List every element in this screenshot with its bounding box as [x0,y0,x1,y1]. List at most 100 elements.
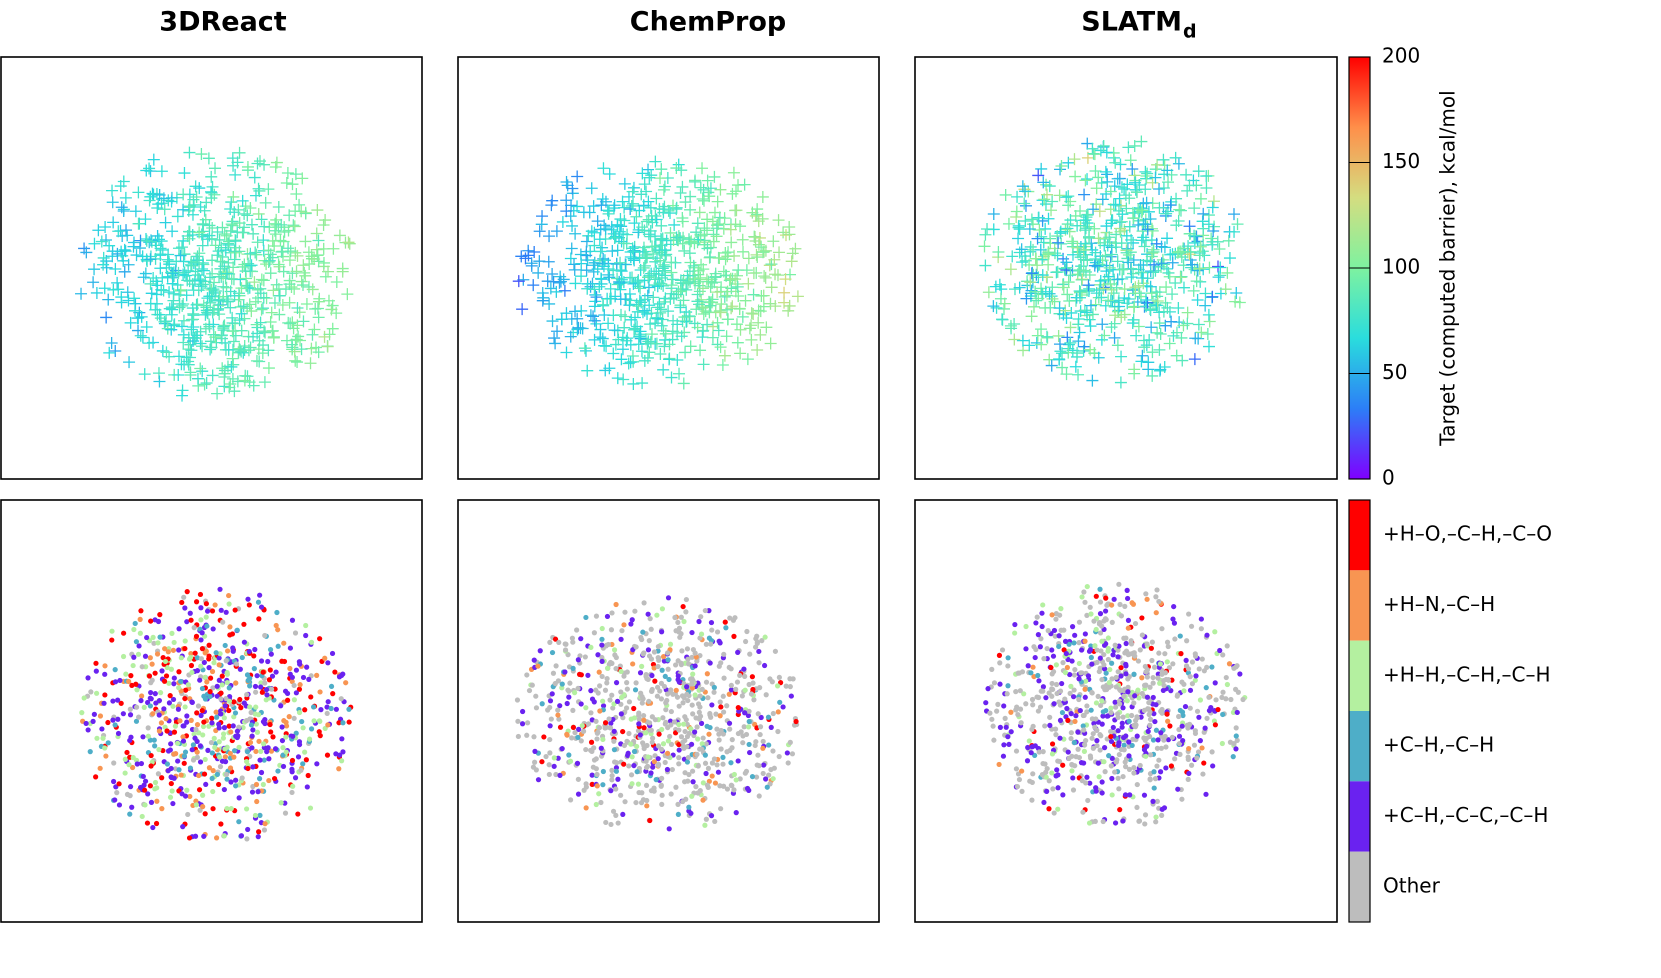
scatter-point [144,634,150,641]
colorbar-tick-label: 100 [1382,255,1420,279]
scatter-point [94,735,100,741]
scatter-point [1016,670,1022,676]
scatter-point [556,639,562,645]
scatter-point [210,768,216,774]
scatter-point [989,716,995,722]
scatter-point [336,265,349,278]
panel-frame-bottom-slatm [914,499,1338,923]
scatter-point [199,322,212,335]
scatter-point [239,200,252,213]
scatter-point [1023,339,1036,352]
scatter-point [1122,650,1128,656]
scatter-point [737,672,743,678]
scatter-point [1023,646,1029,652]
scatter-point [1084,612,1090,619]
scatter-point [740,264,753,277]
scatter-point [213,233,226,246]
scatter-point [1209,749,1215,755]
scatter-point [1224,643,1230,649]
scatter-point [1132,724,1139,730]
scatter-point [346,719,352,725]
scatter-point [1102,745,1108,751]
scatter-point [547,698,554,704]
scatter-point [649,672,655,679]
scatter-point [618,792,624,798]
scatter-point [1088,643,1094,649]
scatter-point [1147,722,1153,728]
scatter-point [1027,218,1040,231]
scatter-point [720,303,733,316]
scatter-point [1087,753,1093,759]
scatter-point [635,188,648,201]
scatter-point [1012,232,1025,245]
scatter-point [1050,686,1056,693]
scatter-point [1056,347,1069,360]
scatter-point [247,227,260,240]
scatter-point [1106,684,1112,690]
scatter-point [641,713,647,719]
scatter-point [1207,195,1220,208]
scatter-point [1102,270,1115,283]
scatter-point [310,227,323,240]
scatter-point [769,300,782,313]
scatter-point [747,308,760,321]
scatter-point [697,263,710,276]
scatter-point [1187,721,1193,727]
scatter-point [1102,294,1115,307]
scatter-point [193,599,200,605]
scatter-point [1098,702,1104,709]
scatter-point [1109,602,1115,608]
scatter-point [606,716,612,722]
scatter-point [1165,718,1171,724]
scatter-point [207,328,220,341]
scatter-point [764,784,770,790]
scatter-point [722,246,735,259]
scatter-point [769,679,775,685]
scatter-point [248,276,261,289]
scatter-point [759,244,772,257]
scatter-point [612,652,618,658]
scatter-point [1042,723,1048,729]
scatter-point [1105,656,1111,663]
scatter-point [1109,156,1122,169]
scatter-point [721,675,727,681]
colorbar-tick-label: 0 [1382,466,1395,490]
scatter-point [276,298,289,311]
scatter-point [649,317,662,330]
scatter-point [198,605,204,611]
scatter-point [1129,600,1135,606]
scatter-point [648,727,654,733]
scatter-point [551,755,557,761]
scatter-point [159,216,172,229]
scatter-point [645,754,651,760]
scatter-point [215,332,228,345]
scatter-point [596,725,603,731]
scatter-point [562,641,568,647]
scatter-point [202,756,208,763]
scatter-point [1044,645,1050,652]
scatter-point [637,732,643,738]
scatter-point [1220,689,1226,695]
scatter-point [690,711,696,717]
scatter-point [604,613,611,620]
scatter-point [247,739,254,746]
scatter-point [1035,672,1041,679]
scatter-point [97,258,110,271]
scatter-point [170,696,177,703]
scatter-point [578,342,591,355]
scatter-point [1093,700,1100,706]
scatter-point [1056,361,1069,374]
scatter-point [632,687,639,693]
scatter-point [1197,207,1210,220]
scatter-point [128,673,134,679]
scatter-point [280,763,287,770]
scatter-point [1106,753,1112,759]
scatter-point [1114,376,1127,389]
scatter-point [116,802,123,808]
scatter-point [742,687,748,693]
scatter-point [996,761,1002,768]
scatter-point [742,277,755,290]
scatter-point [757,246,770,259]
scatter-point [227,190,240,203]
scatter-point [646,638,652,644]
